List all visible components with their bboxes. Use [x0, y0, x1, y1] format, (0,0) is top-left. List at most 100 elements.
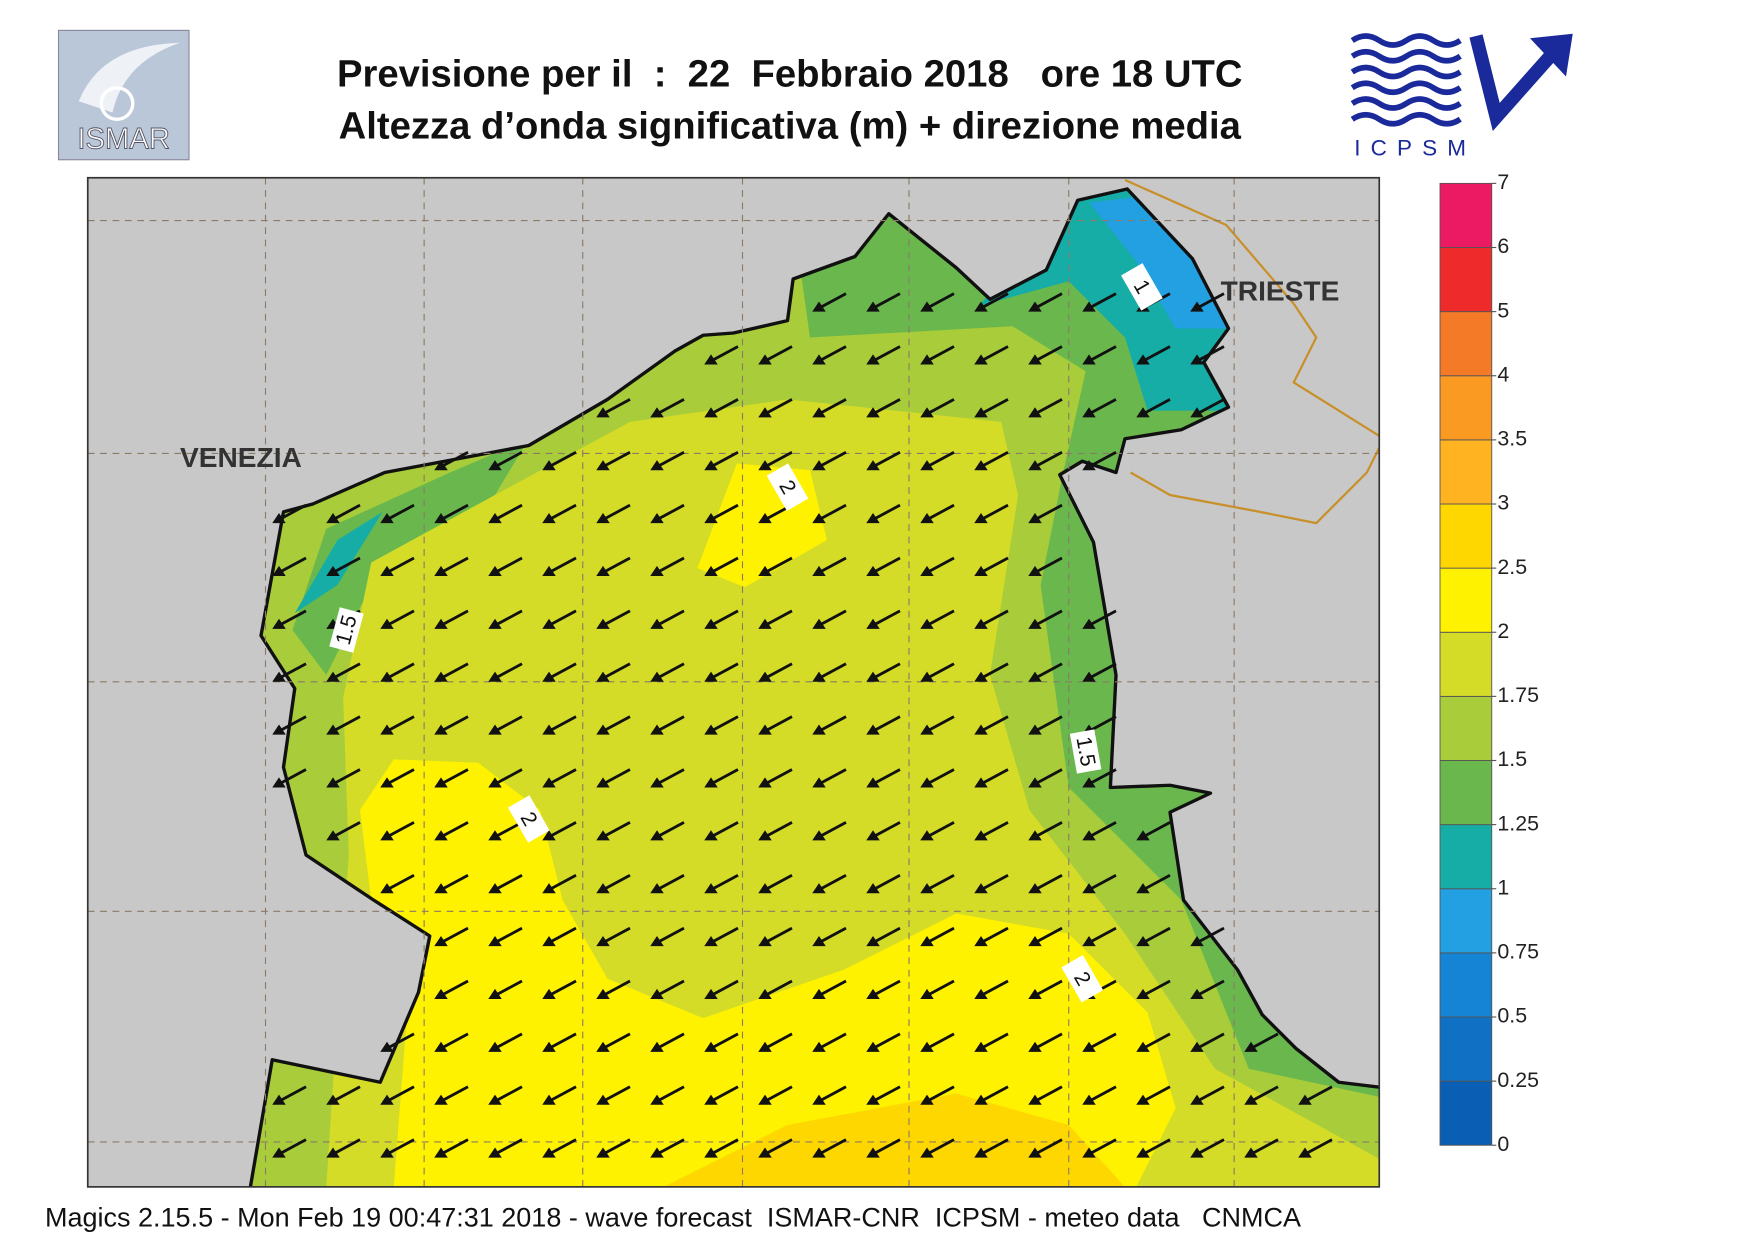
- direction-arrow-head: [650, 777, 664, 788]
- direction-arrow-head: [812, 407, 826, 418]
- direction-arrow-head: [866, 1041, 880, 1052]
- direction-arrow-head: [488, 1041, 502, 1052]
- logo-arrow-head: [1530, 33, 1573, 77]
- direction-arrow-head: [596, 830, 610, 841]
- direction-arrow-head: [866, 1094, 880, 1105]
- direction-arrow-head: [542, 936, 556, 947]
- logo-wave: [1350, 111, 1462, 127]
- direction-arrow-head: [974, 407, 988, 418]
- direction-arrow-head: [1136, 354, 1150, 365]
- direction-arrow-head: [596, 1147, 610, 1158]
- direction-arrow-head: [650, 618, 664, 629]
- icpsm-logo: ICPSM: [1350, 33, 1573, 160]
- colorbar-tick-label: 0.75: [1497, 940, 1539, 964]
- colorbar-tick-label: 0: [1497, 1132, 1509, 1156]
- direction-arrow-head: [866, 883, 880, 894]
- direction-arrow-head: [596, 988, 610, 999]
- direction-arrow-head: [272, 671, 286, 682]
- direction-arrow-head: [1082, 1147, 1096, 1158]
- direction-arrow-head: [326, 1094, 340, 1105]
- direction-arrow-head: [974, 1094, 988, 1105]
- direction-arrow-head: [1082, 618, 1096, 629]
- direction-arrow-head: [272, 1147, 286, 1158]
- direction-arrow-head: [1028, 988, 1042, 999]
- wave-area: [663, 1093, 1125, 1187]
- title-line-1: Previsione per il : 22 Febbraio 2018 ore…: [337, 53, 1243, 96]
- contour-label-box: [1069, 729, 1102, 774]
- direction-arrow-head: [704, 1094, 718, 1105]
- direction-arrow-head: [1082, 460, 1096, 471]
- colorbar-box: [1439, 888, 1493, 954]
- direction-arrow-head: [758, 830, 772, 841]
- direction-arrow-head: [380, 777, 394, 788]
- direction-arrow-head: [812, 513, 826, 524]
- direction-arrow-head: [866, 513, 880, 524]
- direction-arrow-head: [704, 565, 718, 576]
- direction-arrow-head: [974, 883, 988, 894]
- colorbar-box: [1439, 311, 1493, 377]
- direction-arrow-head: [1190, 1147, 1204, 1158]
- direction-arrow-head: [380, 513, 394, 524]
- contour-label-box: [1121, 263, 1163, 311]
- direction-arrow-head: [326, 777, 340, 788]
- direction-arrow-head: [704, 988, 718, 999]
- direction-arrow-head: [812, 777, 826, 788]
- direction-arrow-head: [1190, 1041, 1204, 1052]
- direction-arrow-head: [758, 618, 772, 629]
- direction-arrow-head: [920, 777, 934, 788]
- place-label: VENEZIA: [180, 442, 302, 473]
- direction-arrow-head: [434, 460, 448, 471]
- direction-arrow-head: [650, 565, 664, 576]
- direction-arrow-head: [1244, 1094, 1258, 1105]
- direction-arrow-head: [326, 671, 340, 682]
- direction-arrow-head: [1190, 936, 1204, 947]
- direction-arrow-head: [596, 936, 610, 947]
- direction-arrow-head: [596, 671, 610, 682]
- direction-arrow-head: [920, 988, 934, 999]
- direction-arrow-head: [1082, 301, 1096, 312]
- direction-arrow-head: [272, 1094, 286, 1105]
- direction-arrow-head: [542, 618, 556, 629]
- direction-arrow-head: [920, 513, 934, 524]
- direction-arrow-head: [758, 513, 772, 524]
- ismar-logo: ISMAR: [57, 29, 190, 161]
- direction-arrow-head: [1028, 460, 1042, 471]
- direction-arrow-head: [650, 671, 664, 682]
- direction-arrow-head: [866, 671, 880, 682]
- direction-arrow-head: [1028, 883, 1042, 894]
- direction-arrow-head: [542, 513, 556, 524]
- colorbar-box: [1439, 439, 1493, 505]
- direction-arrow-head: [1136, 988, 1150, 999]
- colorbar-tick-label: 1: [1497, 875, 1509, 899]
- direction-arrow-head: [704, 936, 718, 947]
- direction-arrow-head: [380, 1094, 394, 1105]
- direction-arrow-head: [488, 671, 502, 682]
- direction-arrow-head: [974, 988, 988, 999]
- direction-arrow-head: [542, 988, 556, 999]
- direction-arrow-head: [704, 883, 718, 894]
- direction-arrow-head: [866, 618, 880, 629]
- direction-arrow-head: [812, 883, 826, 894]
- direction-arrow-head: [380, 1041, 394, 1052]
- colorbar-tick-label: 3: [1497, 491, 1509, 515]
- direction-arrow-head: [380, 883, 394, 894]
- direction-arrow-head: [434, 565, 448, 576]
- colorbar-box: [1439, 695, 1493, 761]
- colorbar-box: [1439, 631, 1493, 697]
- colorbar-box: [1439, 247, 1493, 313]
- direction-arrow-head: [380, 671, 394, 682]
- logo-text: ISMAR: [77, 124, 170, 156]
- direction-arrow-head: [974, 777, 988, 788]
- direction-arrow-head: [596, 724, 610, 735]
- direction-arrow-head: [974, 354, 988, 365]
- direction-arrow-head: [704, 1147, 718, 1158]
- direction-arrow-head: [1082, 777, 1096, 788]
- direction-arrow-head: [704, 407, 718, 418]
- direction-arrow-head: [974, 830, 988, 841]
- land: [87, 177, 1380, 1187]
- direction-arrow-head: [974, 513, 988, 524]
- direction-arrow-head: [1136, 883, 1150, 894]
- direction-arrow-head: [920, 1041, 934, 1052]
- direction-arrow-head: [1082, 1094, 1096, 1105]
